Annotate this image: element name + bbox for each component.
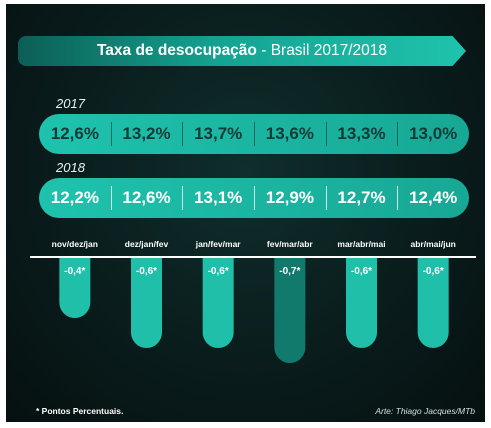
rate-cell: 12,2% <box>50 188 99 207</box>
bar-value-label: -0,6* <box>136 266 157 277</box>
rate-cell: 12,9% <box>254 178 326 218</box>
rate-cell: 12,6% <box>110 178 183 218</box>
title-banner: Taxa de desocupação - Brasil 2017/2018 <box>18 36 466 66</box>
title-main: Taxa de desocupação <box>96 42 257 59</box>
variation-bar-chart: nov/dez/jan dez/jan/fev jan/fev/mar fev/mar… <box>30 239 476 363</box>
credit: Arte: Thiago Jacques/MTb <box>375 406 475 416</box>
year-label-2017: 2017 <box>56 96 85 111</box>
category-label: jan/fev/mar <box>195 239 242 249</box>
chart-title: Taxa de desocupação - Brasil 2017/2018 <box>18 36 466 66</box>
title-separator: - <box>256 42 271 59</box>
category-label: fev/mar/abr <box>267 239 314 249</box>
rates-row-2018: 12,2% 12,6% 13,1% 12,9% 12,7% 12,4% <box>39 178 469 218</box>
variation-bar <box>131 258 162 348</box>
rate-cell: 13,7% <box>182 114 254 154</box>
category-label: abr/mai/jun <box>410 239 455 249</box>
variation-bar <box>59 258 91 318</box>
rate-cell: 12,6% <box>50 124 99 143</box>
year-label-2018: 2018 <box>56 160 85 175</box>
bar-value-label: -0,6* <box>423 266 444 277</box>
category-label: dez/jan/fev <box>125 239 169 249</box>
variation-bar <box>346 258 377 348</box>
footnote: * Pontos Percentuais. <box>36 406 124 416</box>
rate-cell: 12,7% <box>325 178 398 218</box>
bar-value-label: -0,6* <box>351 266 372 277</box>
category-label: nov/dez/jan <box>52 239 98 249</box>
infographic: Taxa de desocupação - Brasil 2017/2018 2… <box>6 4 485 422</box>
rate-cell: 13,1% <box>182 178 254 218</box>
rate-cell: 13,0% <box>397 114 469 154</box>
category-label: mar/abr/mai <box>337 239 385 249</box>
rate-cell: 13,3% <box>325 114 398 154</box>
variation-bar <box>417 258 449 348</box>
bar-value-label: -0,4* <box>64 266 85 277</box>
rates-row-2017: 12,6% 13,2% 13,7% 13,6% 13,3% 13,0% <box>39 114 469 154</box>
bar-value-label: -0,6* <box>208 266 229 277</box>
rate-cell: 13,6% <box>254 114 326 154</box>
variation-bar <box>274 258 306 363</box>
rate-cell: 12,4% <box>397 178 469 218</box>
title-subtitle: Brasil 2017/2018 <box>270 42 388 59</box>
rate-cell: 13,2% <box>110 114 183 154</box>
bar-value-label: -0,7* <box>279 266 300 277</box>
variation-bar <box>202 258 234 348</box>
